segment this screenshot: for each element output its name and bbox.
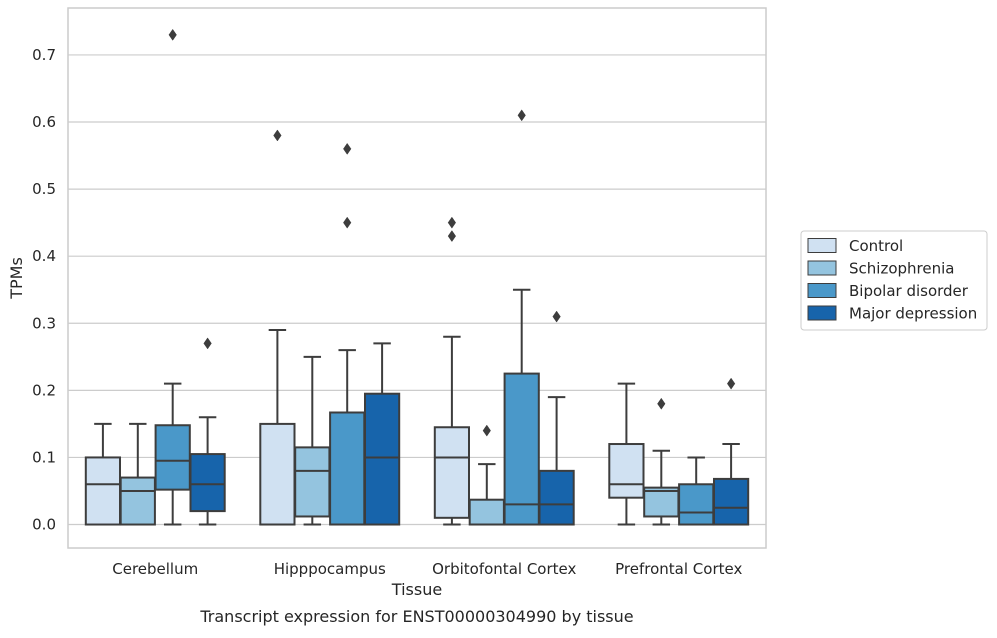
plot-area [67,7,767,549]
box [538,469,575,526]
legend-swatch [807,238,837,253]
y-tick-label: 0.1 [32,448,56,466]
box [468,498,505,526]
box-group [643,397,680,526]
box-group [433,216,471,526]
outlier-point [447,216,457,229]
box-group [712,377,750,526]
outlier-point [168,28,177,41]
legend-label: Control [849,237,903,255]
box [189,453,226,513]
y-tick-label: 0.2 [32,381,56,399]
box-group [84,422,122,526]
outlier-point [447,230,457,243]
box [503,372,540,526]
outlier-point [343,216,352,229]
box-group [294,355,331,526]
legend-frame [800,230,988,331]
x-axis-label: Tissue [391,580,442,599]
outlier-point [726,377,736,390]
outlier-point [203,337,212,350]
box-group [503,109,540,526]
y-tick-labels: 0.0 0.1 0.2 0.3 0.4 0.5 0.6 0.7 [32,46,56,534]
box-group [468,424,505,526]
boxes [84,28,750,526]
box [329,411,366,526]
box-group [259,129,296,526]
x-tick-labels: Cerebellum Hipppocampus Orbitofontal Corte… [112,560,742,578]
y-tick-label: 0.7 [32,46,56,64]
box-group [678,456,715,526]
legend-label: Bipolar disorder [849,282,969,300]
y-tick-label: 0.4 [32,247,56,265]
box-group [329,142,366,526]
outlier-point [552,310,561,323]
chart-caption: Transcript expression for ENST0000030499… [199,607,633,626]
box [643,486,680,518]
y-tick-label: 0.6 [32,113,56,131]
box [294,446,331,518]
legend-label: Schizophrenia [849,260,954,278]
box [154,424,191,491]
box [678,483,715,526]
y-axis-label: TPMs [7,257,26,300]
x-tick-label: Orbitofontal Cortex [432,560,576,578]
outlier-point [482,424,491,437]
legend: Control Schizophrenia Bipolar disorder Majo… [800,230,988,331]
box-group [189,337,226,526]
x-tick-label: Prefrontal Cortex [615,560,742,578]
y-tick-label: 0.3 [32,314,56,332]
x-tick-label: Hipppocampus [274,560,386,578]
box [363,392,401,526]
outlier-point [273,129,282,142]
box-group [154,28,191,526]
legend-swatch [807,260,837,276]
box-group [119,422,156,526]
box-group [363,342,401,526]
legend-swatch [807,305,837,321]
box [84,456,122,526]
outlier-point [657,397,666,410]
box-group [608,382,645,526]
y-tick-label: 0.0 [32,516,56,534]
legend-swatch [807,283,837,298]
box [608,443,645,499]
box [259,422,296,526]
outlier-point [343,142,352,155]
outlier-point [517,109,526,122]
y-tick-label: 0.5 [32,180,56,198]
box [119,476,156,526]
legend-label: Major depression [849,305,977,323]
box [433,426,471,519]
box-group [538,310,575,526]
box [712,477,750,526]
x-tick-label: Cerebellum [112,560,198,578]
